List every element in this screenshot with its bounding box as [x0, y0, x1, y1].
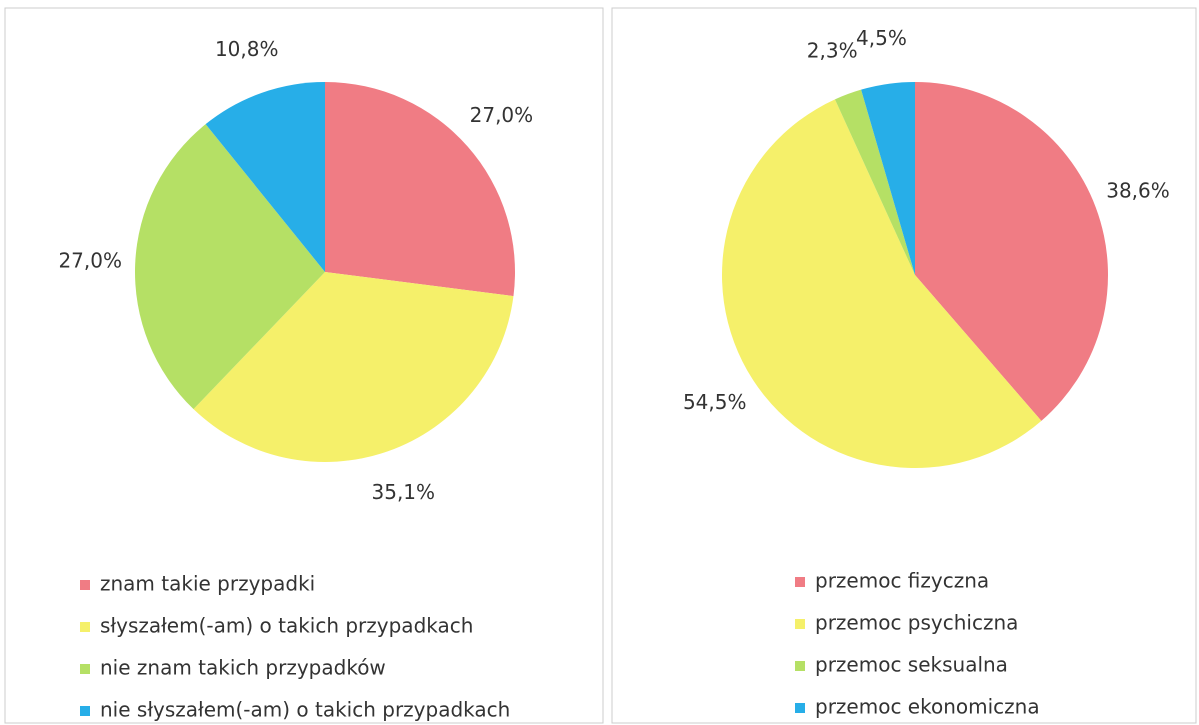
- data-label: 27,0%: [470, 103, 534, 127]
- data-label: 10,8%: [215, 37, 279, 61]
- data-label: 4,5%: [856, 26, 907, 50]
- data-label: 38,6%: [1106, 178, 1170, 202]
- legend-label: nie znam takich przypadków: [100, 656, 386, 680]
- pie-slice: [325, 82, 515, 297]
- data-label: 54,5%: [683, 390, 747, 414]
- panel-border: [4, 7, 604, 724]
- legend-swatch: [80, 580, 90, 590]
- legend-swatch: [80, 664, 90, 674]
- legend-swatch: [795, 577, 805, 587]
- pie-slice: [861, 82, 915, 275]
- legend-label: znam takie przypadki: [100, 572, 315, 596]
- legend-label: przemoc ekonomiczna: [815, 695, 1040, 719]
- pie-slice: [135, 124, 325, 410]
- data-label: 2,3%: [807, 38, 858, 62]
- pie-slice: [834, 89, 915, 276]
- legend-label: nie słyszałem(-am) o takich przypadkach: [100, 698, 510, 722]
- pie-slice: [193, 272, 514, 463]
- pie-slice: [915, 82, 1108, 421]
- legend-swatch: [795, 703, 805, 713]
- legend-swatch: [795, 619, 805, 629]
- data-label: 35,1%: [372, 480, 436, 504]
- pie-slice: [205, 82, 325, 272]
- pie-slice: [722, 99, 1042, 468]
- legend-swatch: [795, 661, 805, 671]
- legend-label: przemoc psychiczna: [815, 611, 1018, 635]
- panel-border: [611, 7, 1197, 724]
- legend-label: słyszałem(-am) o takich przypadkach: [100, 614, 473, 638]
- legend-swatch: [80, 706, 90, 716]
- data-label: 27,0%: [58, 249, 122, 273]
- legend-swatch: [80, 622, 90, 632]
- legend-label: przemoc fizyczna: [815, 569, 989, 593]
- legend-label: przemoc seksualna: [815, 653, 1008, 677]
